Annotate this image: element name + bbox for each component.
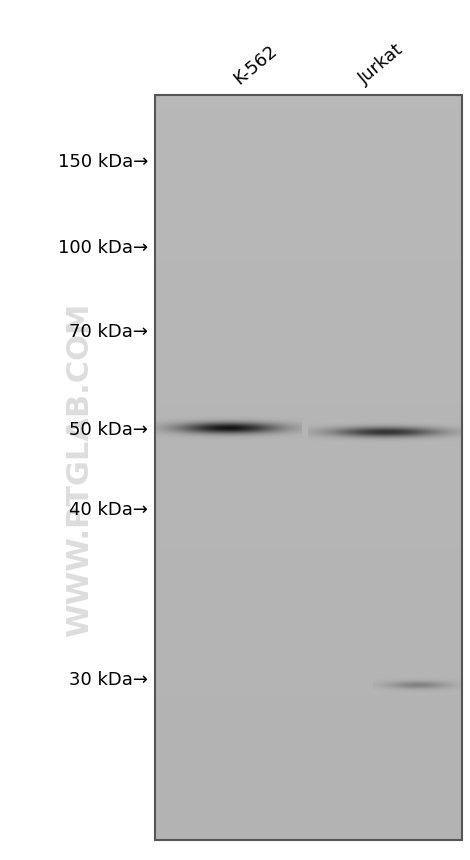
Text: 40 kDa→: 40 kDa→ xyxy=(69,501,148,519)
Text: Jurkat: Jurkat xyxy=(355,40,407,88)
Text: 50 kDa→: 50 kDa→ xyxy=(69,421,148,439)
Text: 150 kDa→: 150 kDa→ xyxy=(58,153,148,171)
Bar xyxy=(155,95,462,840)
Text: 100 kDa→: 100 kDa→ xyxy=(58,239,148,257)
Text: WWW.PTGLAB.COM: WWW.PTGLAB.COM xyxy=(65,303,94,637)
Text: 70 kDa→: 70 kDa→ xyxy=(69,323,148,341)
Text: K-562: K-562 xyxy=(230,41,281,88)
Text: 30 kDa→: 30 kDa→ xyxy=(69,671,148,689)
